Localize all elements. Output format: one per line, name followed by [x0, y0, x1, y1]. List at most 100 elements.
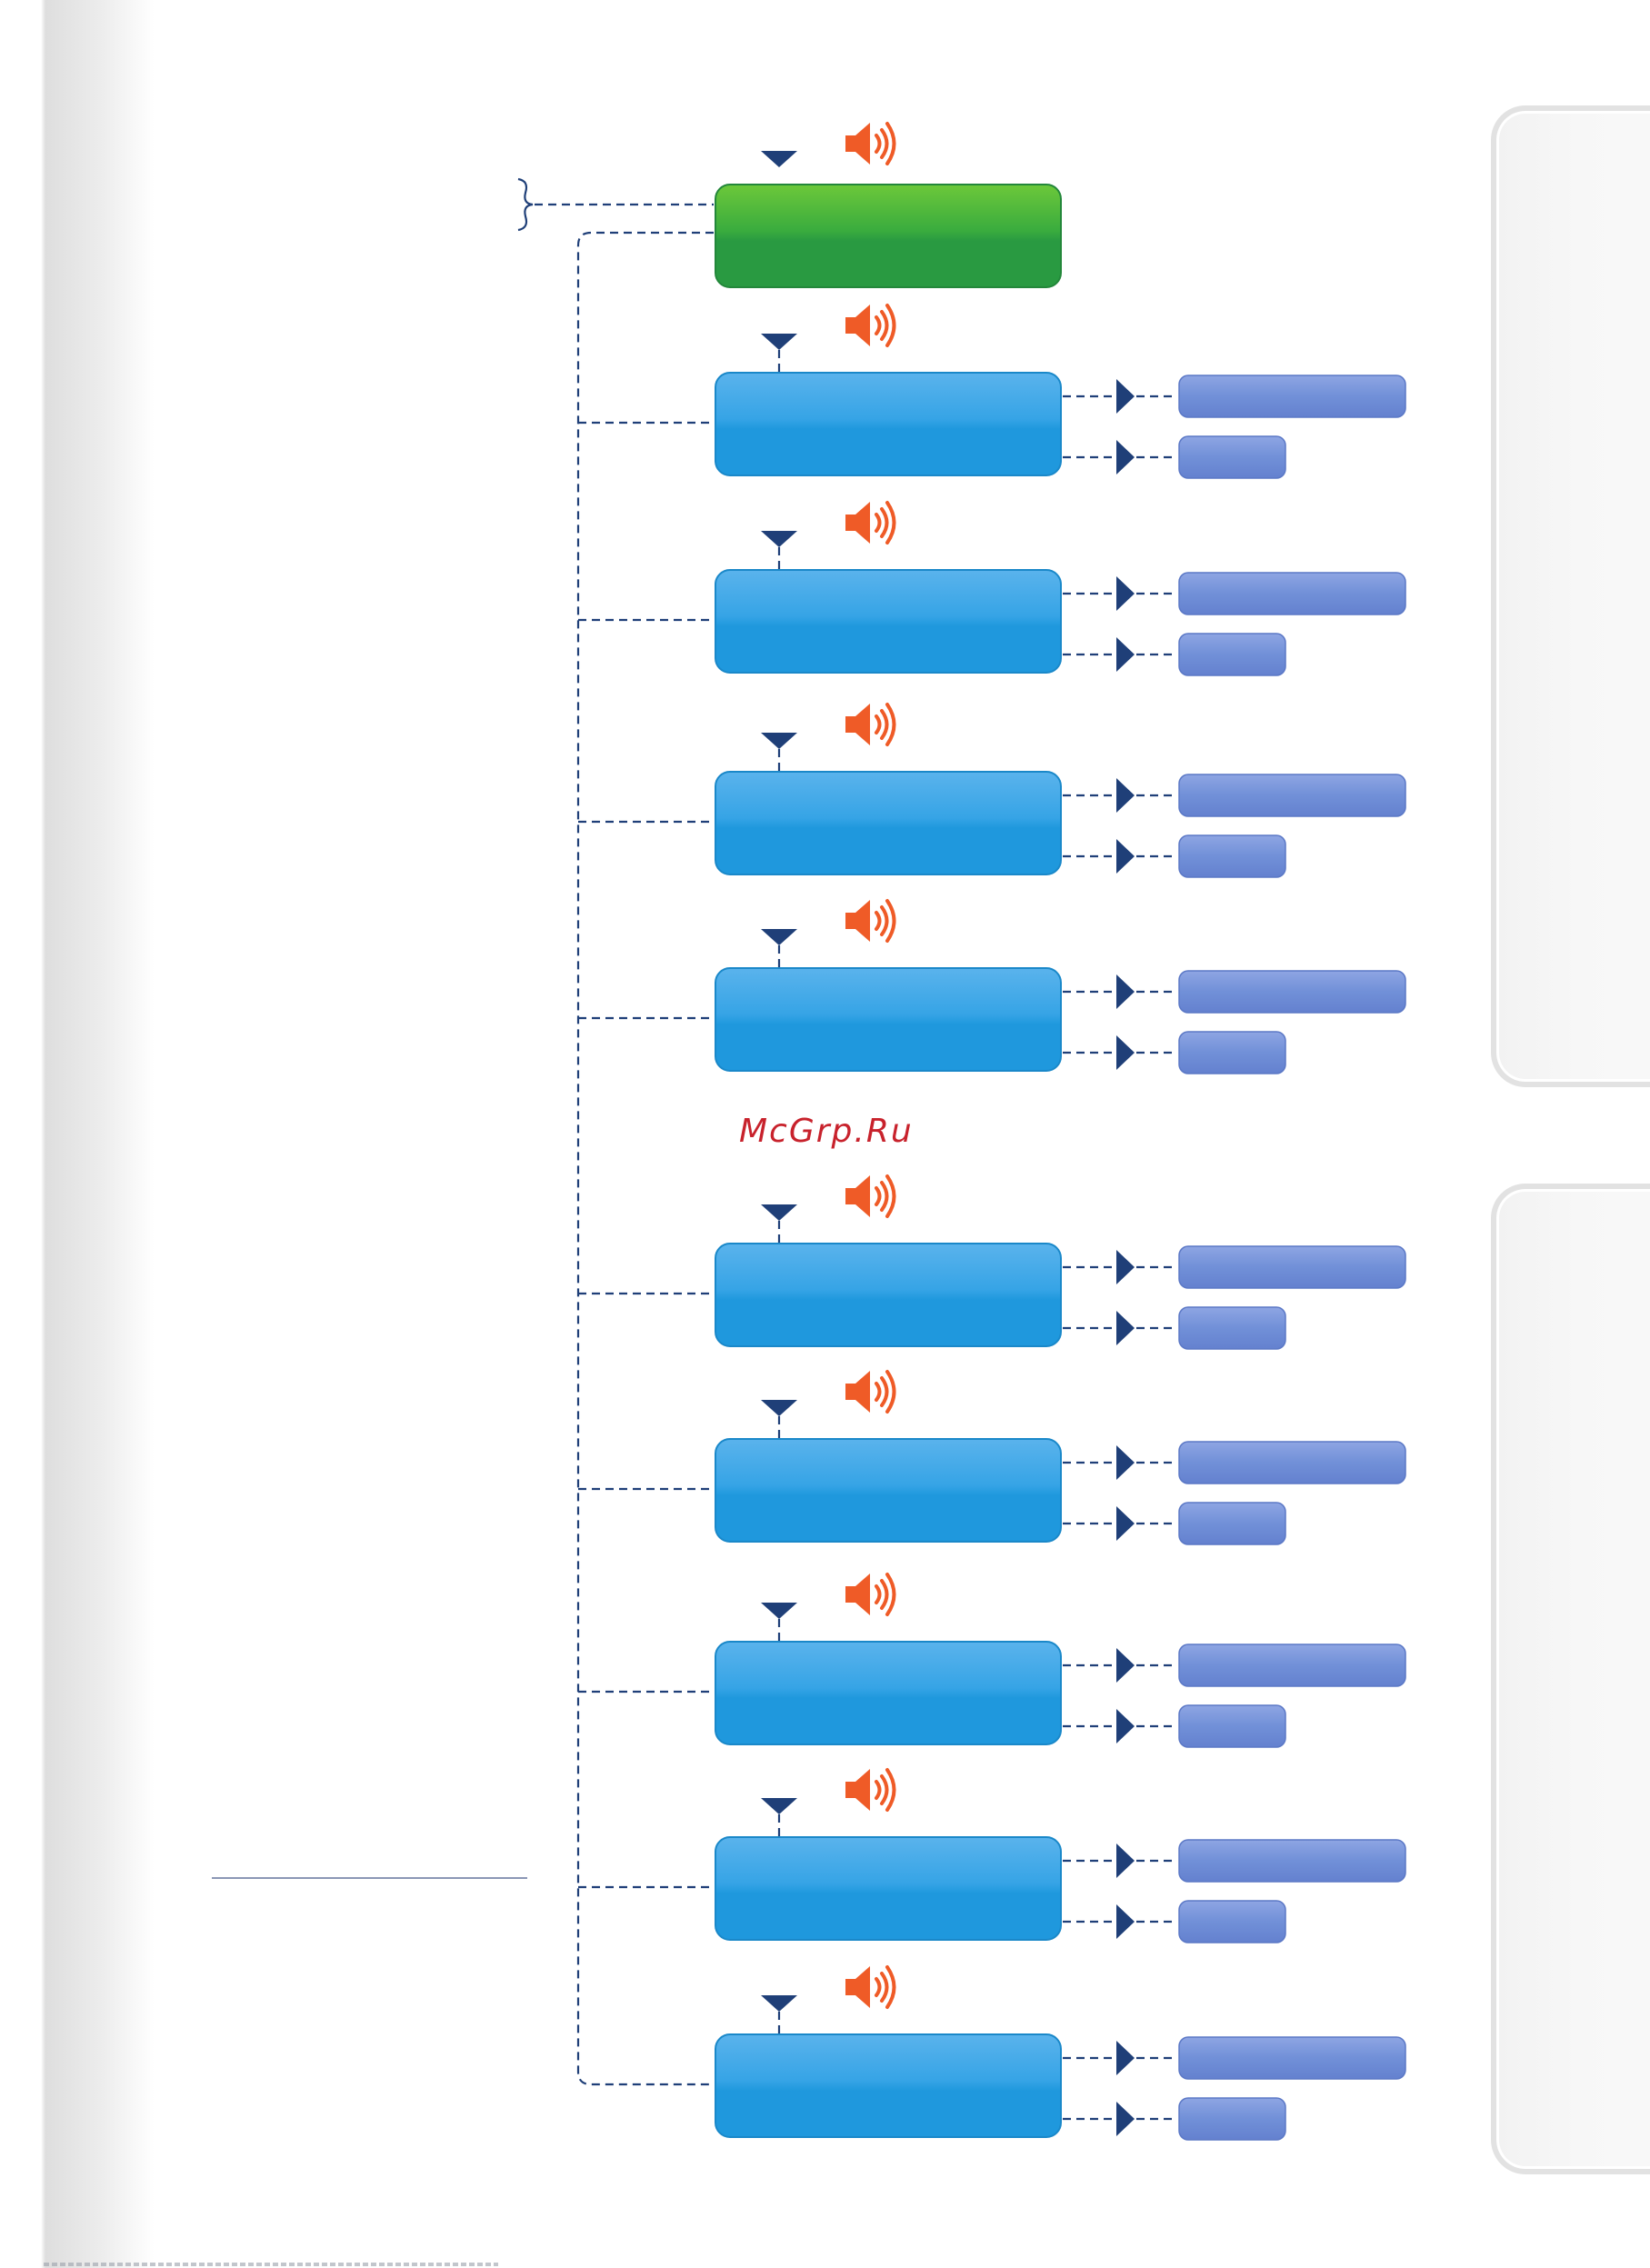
triangle-right-icon: [1116, 1648, 1135, 1683]
speaker-wave: [885, 1174, 896, 1218]
speaker-icon[interactable]: [845, 501, 896, 545]
option-bar-long[interactable]: [1178, 1245, 1406, 1289]
triangle-down-icon: [761, 733, 797, 749]
option-bar-short[interactable]: [1178, 435, 1286, 479]
speaker-wave: [880, 1774, 889, 1805]
step-box[interactable]: [715, 1243, 1062, 1347]
speaker-wave: [885, 899, 896, 943]
triangle-down-icon: [761, 334, 797, 350]
speaker-body: [845, 900, 870, 942]
speaker-body: [845, 123, 870, 165]
triangle-down-icon: [761, 1400, 797, 1416]
option-bar-short[interactable]: [1178, 1502, 1286, 1545]
side-tab-top[interactable]: [1491, 105, 1650, 1087]
speaker-body: [845, 305, 870, 346]
option-bar-long[interactable]: [1178, 1441, 1406, 1484]
page-gutter: [0, 0, 155, 2268]
speaker-wave: [880, 128, 889, 159]
option-bar-short[interactable]: [1178, 834, 1286, 878]
speaker-icon[interactable]: [845, 899, 896, 943]
speaker-body: [845, 1769, 870, 1811]
speaker-wave: [885, 1370, 896, 1414]
speaker-wave: [885, 1965, 896, 2009]
speaker-icon[interactable]: [845, 1768, 896, 1812]
triangle-down-icon: [761, 1204, 797, 1221]
triangle-down-icon: [761, 929, 797, 945]
option-bar-long[interactable]: [1178, 1839, 1406, 1883]
speaker-wave: [875, 1382, 882, 1402]
option-bar-short[interactable]: [1178, 1704, 1286, 1748]
option-bar-short[interactable]: [1178, 1900, 1286, 1943]
option-bar-short[interactable]: [1178, 2097, 1286, 2141]
speaker-wave: [875, 714, 882, 734]
speaker-wave: [875, 1977, 882, 1997]
triangle-right-icon: [1116, 1250, 1135, 1284]
option-bar-short[interactable]: [1178, 1306, 1286, 1350]
option-bar-short[interactable]: [1178, 633, 1286, 676]
triangle-right-icon: [1116, 839, 1135, 874]
step-box[interactable]: [715, 771, 1062, 875]
flow-nodes: [715, 122, 1406, 2141]
speaker-body: [845, 1371, 870, 1413]
speaker-icon[interactable]: [845, 1573, 896, 1616]
triangle-right-icon: [1116, 1709, 1135, 1743]
triangle-right-icon: [1116, 1035, 1135, 1070]
step-box[interactable]: [715, 569, 1062, 674]
speaker-icon[interactable]: [845, 1174, 896, 1218]
speaker-wave: [875, 134, 882, 154]
step-box[interactable]: [715, 2033, 1062, 2138]
speaker-wave: [880, 310, 889, 341]
speaker-wave: [880, 709, 889, 740]
triangle-right-icon: [1116, 1843, 1135, 1878]
step-box[interactable]: [715, 1641, 1062, 1745]
speaker-wave: [885, 1768, 896, 1812]
option-bar-short[interactable]: [1178, 1031, 1286, 1074]
speaker-body: [845, 1175, 870, 1217]
speaker-wave: [880, 1181, 889, 1212]
speaker-icon[interactable]: [845, 1965, 896, 2009]
option-bar-long[interactable]: [1178, 572, 1406, 615]
triangle-right-icon: [1116, 2102, 1135, 2136]
speaker-wave: [880, 1972, 889, 2003]
speaker-wave: [875, 1584, 882, 1604]
speaker-body: [845, 1966, 870, 2008]
triangle-right-icon: [1116, 1445, 1135, 1480]
side-tab-bottom[interactable]: [1491, 1184, 1650, 2174]
step-box[interactable]: [715, 1836, 1062, 1941]
start-box[interactable]: [715, 184, 1062, 288]
triangle-right-icon: [1116, 2041, 1135, 2075]
triangle-right-icon: [1116, 974, 1135, 1009]
triangle-right-icon: [1116, 1311, 1135, 1345]
triangle-right-icon: [1116, 576, 1135, 611]
watermark-text: McGrp.Ru: [739, 1113, 914, 1150]
footnote-rule: [212, 1877, 527, 1879]
step-box[interactable]: [715, 372, 1062, 476]
option-bar-long[interactable]: [1178, 2036, 1406, 2080]
step-box[interactable]: [715, 1438, 1062, 1543]
speaker-icon[interactable]: [845, 1370, 896, 1414]
speaker-body: [845, 502, 870, 544]
triangle-right-icon: [1116, 1506, 1135, 1541]
trunk-connector: [576, 231, 714, 2086]
speaker-icon[interactable]: [845, 304, 896, 347]
option-bar-long[interactable]: [1178, 970, 1406, 1014]
triangle-down-icon: [761, 1798, 797, 1814]
option-bar-long[interactable]: [1178, 774, 1406, 817]
triangle-right-icon: [1116, 778, 1135, 813]
speaker-wave: [885, 703, 896, 746]
step-box[interactable]: [715, 967, 1062, 1072]
triangle-right-icon: [1116, 637, 1135, 672]
speaker-wave: [880, 1579, 889, 1610]
speaker-wave: [885, 1573, 896, 1616]
speaker-wave: [880, 507, 889, 538]
speaker-wave: [880, 1376, 889, 1407]
speaker-wave: [885, 304, 896, 347]
triangle-right-icon: [1116, 1904, 1135, 1939]
option-bar-long[interactable]: [1178, 375, 1406, 418]
speaker-icon[interactable]: [845, 703, 896, 746]
speaker-body: [845, 704, 870, 745]
speaker-wave: [880, 905, 889, 936]
speaker-icon[interactable]: [845, 122, 896, 165]
option-bar-long[interactable]: [1178, 1644, 1406, 1687]
